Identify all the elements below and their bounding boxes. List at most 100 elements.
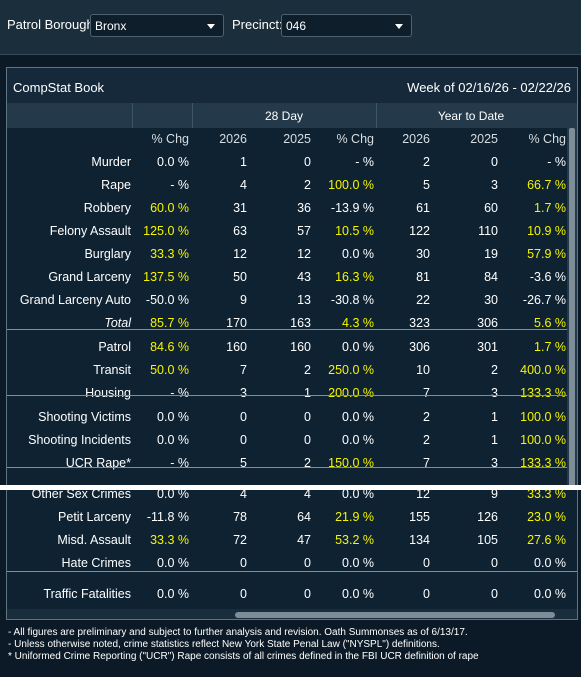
vertical-scrollbar[interactable] xyxy=(567,128,577,490)
table-cell: 50.0 % xyxy=(150,363,189,377)
header-separator xyxy=(376,103,377,128)
row-divider xyxy=(7,571,577,572)
table-cell: 12 xyxy=(416,487,430,501)
report-title: CompStat Book xyxy=(13,80,105,95)
borough-dropdown[interactable]: Bronx xyxy=(90,14,224,37)
group-28-day: 28 Day xyxy=(264,109,304,123)
table-cell: 133.3 % xyxy=(520,456,566,470)
precinct-dropdown[interactable]: 046 xyxy=(281,14,412,37)
table-cell: -3.6 % xyxy=(529,270,566,284)
table-cell: 0.0 % xyxy=(342,340,374,354)
table-cell: 3 xyxy=(491,386,498,400)
table-cell: 7 xyxy=(423,386,430,400)
table-cell: 43 xyxy=(297,270,311,284)
table-cell: 50 xyxy=(233,270,247,284)
scrollbar-thumb[interactable] xyxy=(569,128,575,490)
table-cell: 2 xyxy=(491,363,498,377)
table-cell: 323 xyxy=(409,316,430,330)
scrollbar-thumb[interactable] xyxy=(235,612,555,618)
header-separator xyxy=(192,103,193,128)
table-row: Murder 0.0 % 1 0 - % 2 0 - % xyxy=(7,151,577,174)
table-cell: 0.0 % xyxy=(157,410,189,424)
table-cell: 1 xyxy=(491,410,498,424)
table-cell: 0.0 % xyxy=(342,247,374,261)
week-range: Week of 02/16/26 - 02/22/26 xyxy=(407,80,571,95)
table-cell: 0.0 % xyxy=(157,155,189,169)
table-cell: 0 xyxy=(304,433,311,447)
table-cell: 122 xyxy=(409,224,430,238)
table-cell: 57.9 % xyxy=(527,247,566,261)
table-cell: 4 xyxy=(240,178,247,192)
table-cell: 100.0 % xyxy=(520,410,566,424)
table-cell: 72 xyxy=(233,533,247,547)
table-cell: 16.3 % xyxy=(335,270,374,284)
table-cell: 0 xyxy=(491,155,498,169)
table-row: Burglary 33.3 % 12 12 0.0 % 30 19 57.9 % xyxy=(7,243,577,266)
table-cell: 5.6 % xyxy=(534,316,566,330)
row-label: Robbery xyxy=(83,201,131,215)
table-cell: 4 xyxy=(304,487,311,501)
table-cell: 0.0 % xyxy=(157,487,189,501)
filter-bar: Patrol Borough: Bronx Precinct: 046 xyxy=(0,0,581,55)
table-cell: 0.0 % xyxy=(342,487,374,501)
table-cell: 19 xyxy=(484,247,498,261)
table-cell: 301 xyxy=(477,340,498,354)
footnote: - Unless otherwise noted, crime statisti… xyxy=(8,639,440,650)
table-cell: 12 xyxy=(233,247,247,261)
table-cell: 10 xyxy=(416,363,430,377)
column-header-row: % Chg 2026 2025 % Chg 2026 2025 % Chg xyxy=(7,128,577,151)
table-cell: 250.0 % xyxy=(328,363,374,377)
table-cell: 21.9 % xyxy=(335,510,374,524)
header-separator xyxy=(132,103,133,128)
table-cell: 2 xyxy=(304,363,311,377)
table-cell: 0 xyxy=(491,556,498,570)
table-row: Shooting Incidents 0.0 % 0 0 0.0 % 2 1 100.0 % xyxy=(7,429,577,452)
table-cell: 23.0 % xyxy=(527,510,566,524)
row-label: UCR Rape* xyxy=(65,456,131,470)
table-cell: -50.0 % xyxy=(145,293,189,307)
row-label: Shooting Victims xyxy=(38,410,131,424)
table-cell: 4 xyxy=(240,487,247,501)
table-cell: 33.3 % xyxy=(150,247,189,261)
table-cell: 3 xyxy=(240,386,247,400)
table-row: Patrol 84.6 % 160 160 0.0 % 306 301 1.7 % xyxy=(7,336,577,359)
footnotes: - All figures are preliminary and subjec… xyxy=(8,627,578,663)
table-cell: 2 xyxy=(304,456,311,470)
table-cell: 0.0 % xyxy=(534,587,566,601)
table-cell: 78 xyxy=(233,510,247,524)
footnote: - All figures are preliminary and subjec… xyxy=(8,627,468,638)
table-row: Shooting Victims 0.0 % 0 0 0.0 % 2 1 100.0 % xyxy=(7,406,577,429)
table-row: Felony Assault 125.0 % 63 57 10.5 % 122 110 10.… xyxy=(7,220,577,243)
footnote: * Uniformed Crime Reporting ("UCR") Rape… xyxy=(8,651,479,662)
column-header: % Chg xyxy=(151,132,189,146)
table-cell: 133.3 % xyxy=(520,386,566,400)
table-cell: 85.7 % xyxy=(150,316,189,330)
table-cell: 1.7 % xyxy=(534,201,566,215)
table-row: Petit Larceny -11.8 % 78 64 21.9 % 155 126 23.0… xyxy=(7,506,577,529)
table-cell: 0.0 % xyxy=(342,410,374,424)
horizontal-scrollbar[interactable] xyxy=(7,609,577,619)
table-cell: 12 xyxy=(297,247,311,261)
table-cell: 0.0 % xyxy=(157,556,189,570)
table-cell: 150.0 % xyxy=(328,456,374,470)
table-cell: 0 xyxy=(240,587,247,601)
table-row: Grand Larceny Auto -50.0 % 9 13 -30.8 % 22 30 -… xyxy=(7,289,577,312)
table-cell: 4.3 % xyxy=(342,316,374,330)
table-cell: 57 xyxy=(297,224,311,238)
row-label: Murder xyxy=(91,155,131,169)
table-cell: 126 xyxy=(477,510,498,524)
row-label: Patrol xyxy=(98,340,131,354)
table-cell: 0.0 % xyxy=(342,433,374,447)
table-cell: 2 xyxy=(423,155,430,169)
table-cell: 10.9 % xyxy=(527,224,566,238)
row-label: Housing xyxy=(85,386,131,400)
table-cell: 134 xyxy=(409,533,430,547)
table-cell: 155 xyxy=(409,510,430,524)
table-cell: -26.7 % xyxy=(522,293,566,307)
column-header: 2025 xyxy=(283,132,311,146)
row-label: Shooting Incidents xyxy=(28,433,131,447)
table-cell: 5 xyxy=(240,456,247,470)
row-label: Grand Larceny Auto xyxy=(19,293,131,307)
table-cell: 125.0 % xyxy=(143,224,189,238)
table-cell: 170 xyxy=(226,316,247,330)
